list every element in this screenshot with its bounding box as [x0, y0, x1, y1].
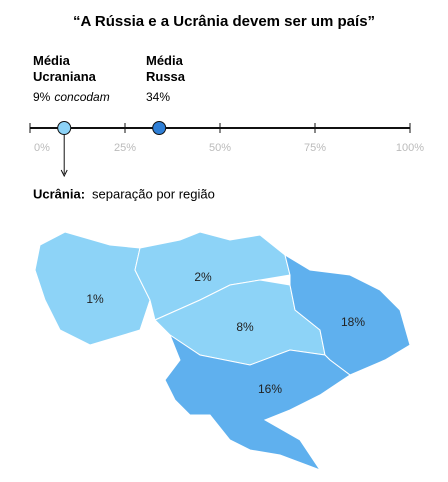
dot: [152, 121, 167, 135]
region-label: 2%: [194, 270, 212, 284]
x-tick-label: 50%: [209, 142, 231, 154]
region: [134, 231, 291, 321]
x-tick-label: 100%: [396, 142, 424, 154]
x-tick-label: 0%: [34, 142, 50, 154]
region: [34, 231, 151, 346]
legend-label: Média Russa: [146, 53, 186, 84]
legend-label-line: Média: [146, 53, 184, 68]
map-title-label: Ucrânia:: [33, 186, 85, 201]
legend-label-line: Média: [33, 53, 71, 68]
region-label: 8%: [236, 320, 254, 334]
x-tick-label: 25%: [114, 142, 136, 154]
legend-label-line: Russa: [146, 69, 186, 84]
x-tick-label: 75%: [304, 142, 326, 154]
data-label: 34%: [146, 90, 170, 104]
map-title: separação por região: [92, 186, 215, 201]
region: [164, 333, 351, 472]
chart-title: “A Rússia e a Ucrânia devem ser um país”: [73, 13, 375, 30]
legend-label: Média Ucraniana: [33, 53, 97, 84]
data-label: 9% concodam: [33, 90, 110, 104]
data-label-note: concodam: [54, 90, 109, 104]
dot: [57, 121, 72, 135]
region-label: 16%: [258, 382, 282, 396]
region-label: 1%: [86, 292, 104, 306]
region-label: 18%: [341, 315, 365, 329]
legend-label-line: Ucraniana: [33, 69, 97, 84]
pointer-head: [60, 169, 68, 178]
